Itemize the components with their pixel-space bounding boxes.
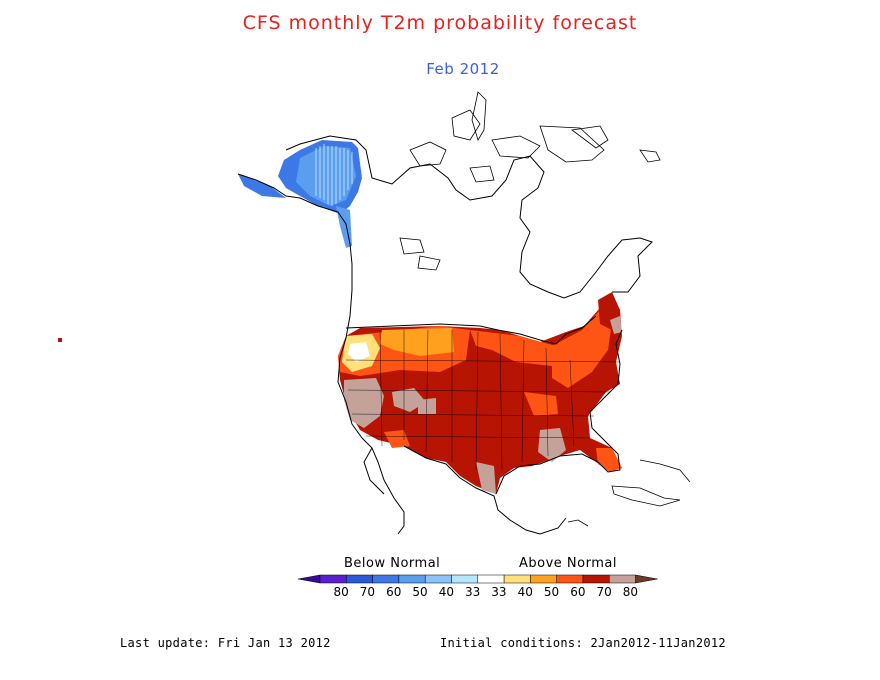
map-title: CFS monthly T2m probability forecast	[242, 12, 638, 34]
legend-swatch	[424, 574, 452, 584]
legend-swatch	[503, 574, 531, 584]
color-legend: 80 70 60 50 40 33 33 40 50 60 70 80	[297, 574, 658, 599]
below-normal-label: Below Normal	[344, 556, 441, 571]
legend-tick-label: 60	[386, 585, 401, 599]
legend-tick-label: 70	[360, 585, 375, 599]
initial-conditions-text: Initial conditions: 2Jan2012-11Jan2012	[440, 636, 726, 650]
legend-tick-label: 80	[334, 585, 349, 599]
legend-swatch	[319, 574, 347, 584]
legend-arrow-right	[635, 574, 658, 584]
legend-tick-label: 50	[412, 585, 427, 599]
legend-swatch	[582, 574, 610, 584]
legend-tick-label: 40	[439, 585, 454, 599]
legend-tick-label: 33	[465, 585, 480, 599]
legend-arrow-left	[297, 574, 321, 584]
caribbean-islands	[567, 459, 691, 527]
legend-tick-label: 33	[491, 585, 506, 599]
us-above-normal-region	[338, 292, 622, 494]
legend-swatch	[609, 574, 636, 584]
map-subtitle: Feb 2012	[426, 60, 500, 78]
legend-swatch	[398, 574, 426, 584]
north-america-map	[237, 91, 691, 535]
legend-swatch	[451, 574, 479, 584]
legend-tick-label: 80	[623, 585, 638, 599]
legend-swatch	[556, 574, 584, 584]
arctic-islands	[399, 91, 661, 271]
legend-tick-label: 60	[570, 585, 585, 599]
legend-swatch	[372, 574, 400, 584]
map-edge-marker	[56, 338, 62, 342]
legend-swatch	[346, 574, 373, 584]
above-normal-label: Above Normal	[519, 556, 617, 571]
legend-tick-label: 40	[518, 585, 533, 599]
legend-tick-label: 50	[544, 585, 559, 599]
legend-swatch	[477, 574, 505, 584]
legend-tick-label: 70	[597, 585, 612, 599]
last-update-text: Last update: Fri Jan 13 2012	[120, 636, 331, 650]
legend-swatch	[530, 574, 557, 584]
state-borders	[345, 329, 621, 471]
coastlines	[237, 135, 653, 535]
alaska-below-normal-region	[238, 140, 362, 248]
